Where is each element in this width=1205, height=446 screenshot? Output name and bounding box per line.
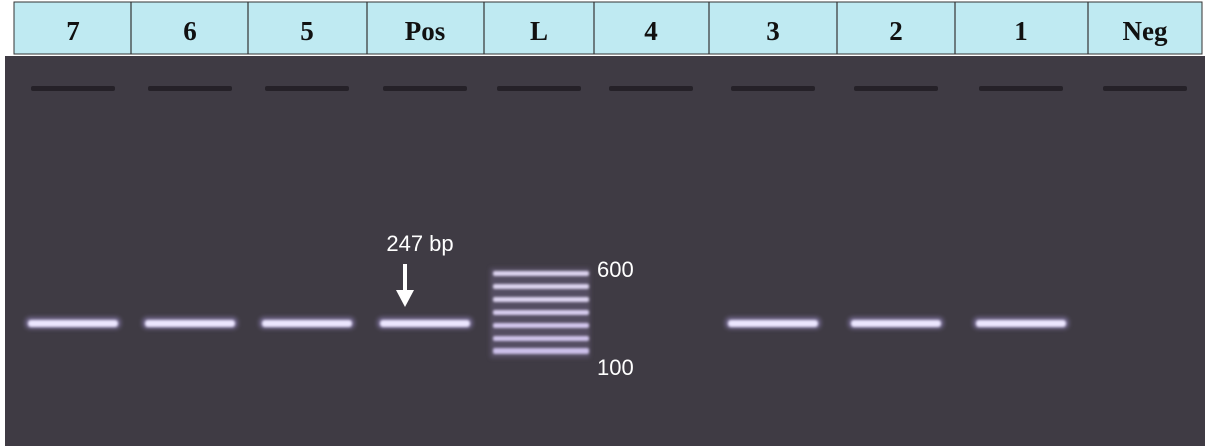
- lane-label: 3: [766, 16, 780, 46]
- lane-label: 7: [66, 16, 80, 46]
- lane-label: 1: [1014, 16, 1028, 46]
- gel: [5, 56, 1205, 446]
- well: [31, 86, 115, 91]
- band: [976, 320, 1066, 327]
- well: [731, 86, 815, 91]
- ladder-label-top: 600: [597, 257, 634, 282]
- well: [265, 86, 349, 91]
- ladder: [490, 268, 590, 358]
- band: [380, 320, 470, 327]
- well: [1103, 86, 1187, 91]
- well: [497, 86, 581, 91]
- lane-label: 6: [183, 16, 197, 46]
- size-annotation: 247 bp: [386, 231, 453, 256]
- lane-label: 5: [300, 16, 314, 46]
- well: [609, 86, 693, 91]
- ladder-label-bottom: 100: [597, 355, 634, 380]
- band: [728, 320, 818, 327]
- band: [262, 320, 352, 327]
- lane-label: 4: [644, 16, 658, 46]
- gel-figure: 7 6 5 Pos L 4 3 2 1 Neg 600 100 247 bp: [0, 0, 1205, 446]
- well: [979, 86, 1063, 91]
- well: [148, 86, 232, 91]
- well: [383, 86, 467, 91]
- well: [854, 86, 938, 91]
- lane-label: L: [530, 16, 548, 46]
- band: [851, 320, 941, 327]
- lane-label: Pos: [405, 16, 446, 46]
- lane-label: Neg: [1123, 16, 1168, 46]
- band: [28, 320, 118, 327]
- lane-label: 2: [889, 16, 903, 46]
- band: [145, 320, 235, 327]
